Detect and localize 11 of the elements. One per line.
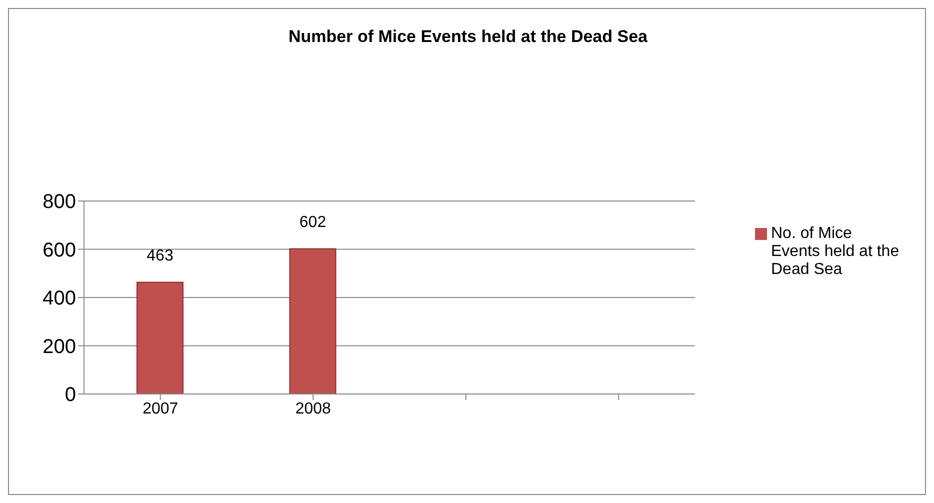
legend-label: No. of Mice Events held at the Dead Sea <box>771 224 900 278</box>
y-tick-label: 200 <box>42 336 76 358</box>
y-tick-label: 0 <box>64 384 76 406</box>
x-tick-label: 2008 <box>295 400 332 418</box>
y-tick-label: 600 <box>42 239 76 262</box>
data-label: 602 <box>299 214 326 231</box>
x-tick-label: 2007 <box>142 400 178 418</box>
y-tick-label: 400 <box>42 288 76 310</box>
data-label: 463 <box>146 247 174 264</box>
y-tick-label: 800 <box>42 191 76 214</box>
chart-title: Number of Mice Events held at the Dead Sea <box>288 27 648 47</box>
